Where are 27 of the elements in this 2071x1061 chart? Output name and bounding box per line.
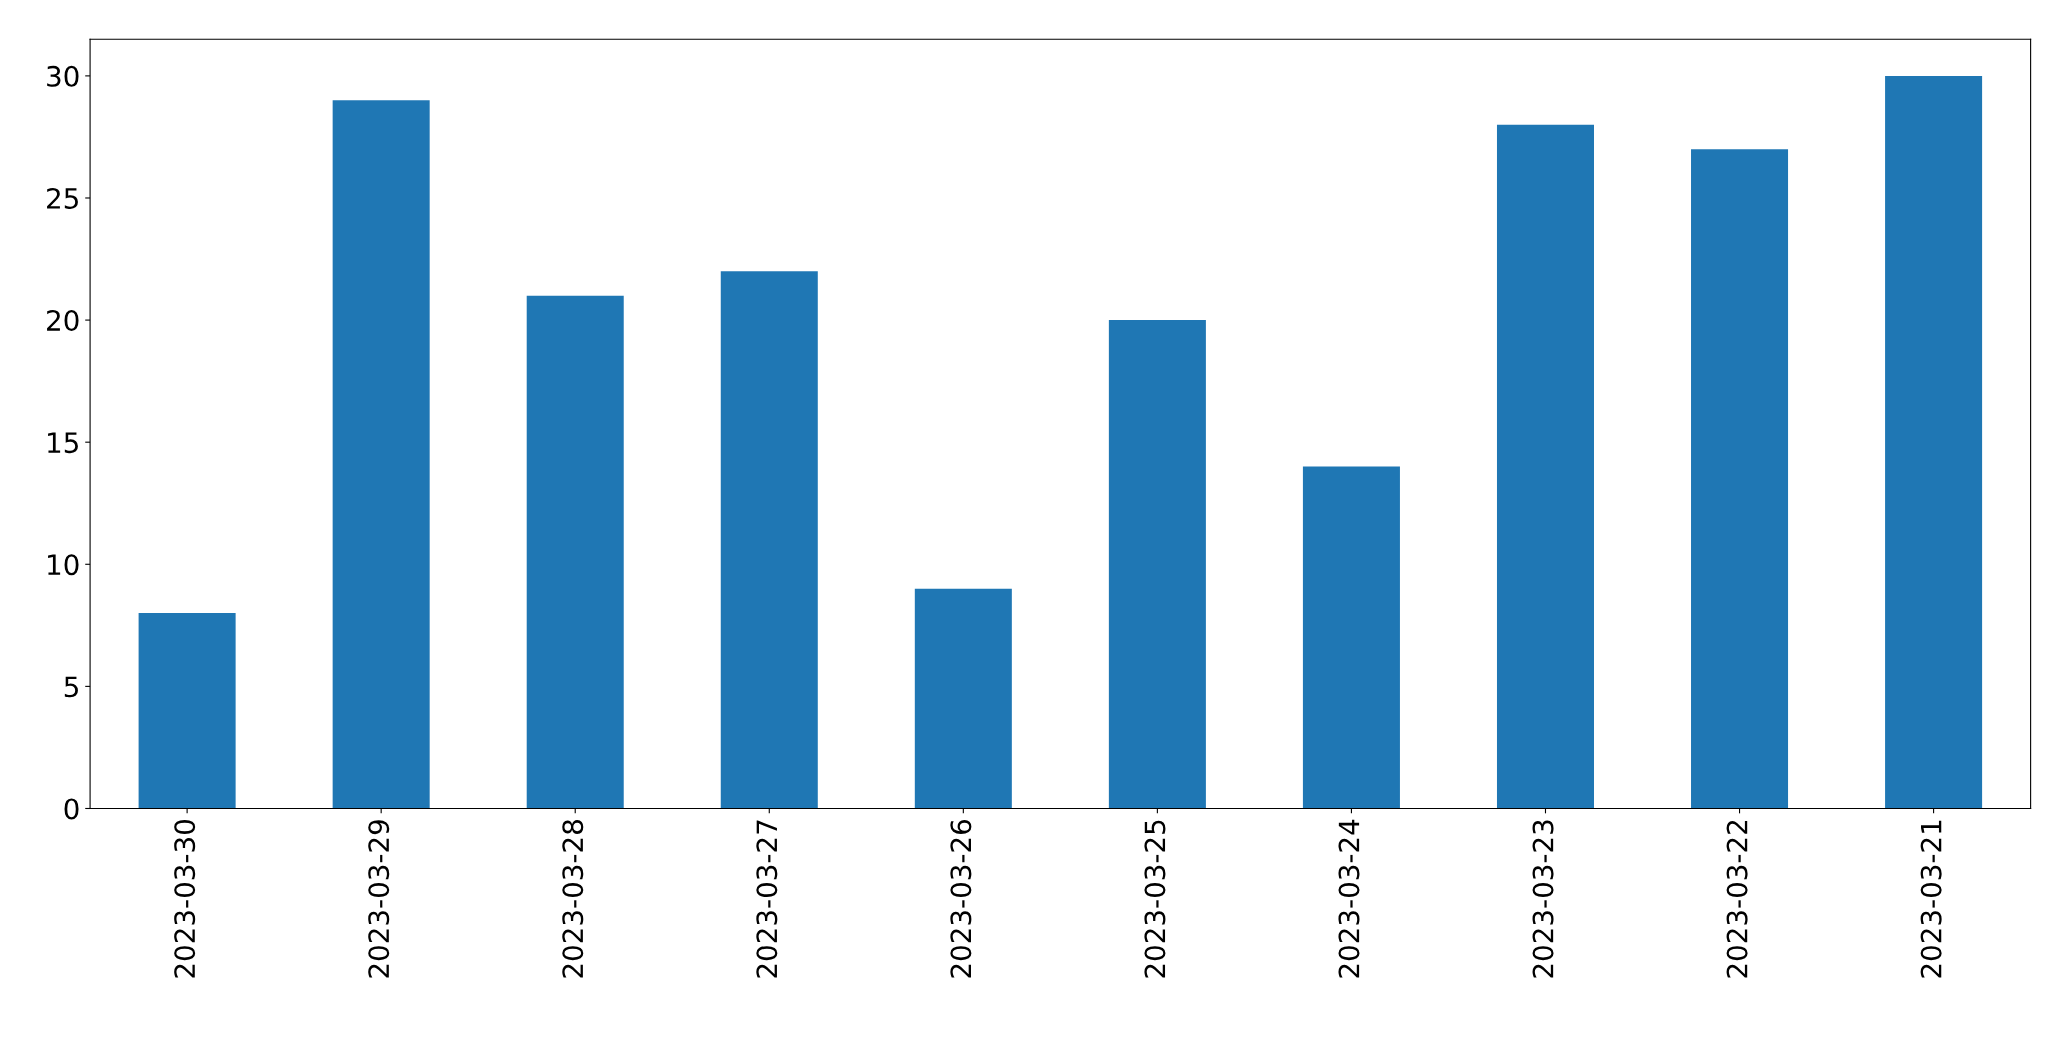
- x-tick-label: 2023-03-28: [562, 820, 584, 978]
- bar: [138, 613, 236, 809]
- bar: [914, 588, 1012, 809]
- bar: [1691, 149, 1789, 809]
- x-tick-label: 2023-03-29: [368, 820, 390, 978]
- y-tick-label: 20: [47, 310, 79, 332]
- bar: [720, 271, 818, 809]
- y-tick-label: 25: [47, 187, 78, 209]
- y-tick-label: 0: [64, 798, 79, 820]
- x-tick-label: 2023-03-23: [1532, 820, 1554, 978]
- y-tick-label: 15: [48, 432, 78, 454]
- y-tick-label: 10: [48, 554, 79, 576]
- x-tick-label: 2023-03-21: [1920, 820, 1942, 978]
- bar: [526, 295, 624, 809]
- bar: [1496, 124, 1594, 809]
- x-tick-label: 2023-03-30: [174, 820, 196, 978]
- x-tick-label: 2023-03-27: [756, 820, 778, 978]
- bar: [1108, 320, 1206, 809]
- bar: [1885, 75, 1983, 809]
- bar: [1302, 466, 1400, 809]
- y-tick-label: 30: [47, 65, 79, 87]
- x-tick-label: 2023-03-25: [1144, 820, 1166, 978]
- x-tick-label: 2023-03-26: [950, 819, 972, 978]
- y-tick-label: 5: [64, 676, 78, 698]
- x-tick-label: 2023-03-24: [1338, 819, 1360, 978]
- bar: [332, 100, 430, 809]
- x-tick-label: 2023-03-22: [1726, 820, 1748, 978]
